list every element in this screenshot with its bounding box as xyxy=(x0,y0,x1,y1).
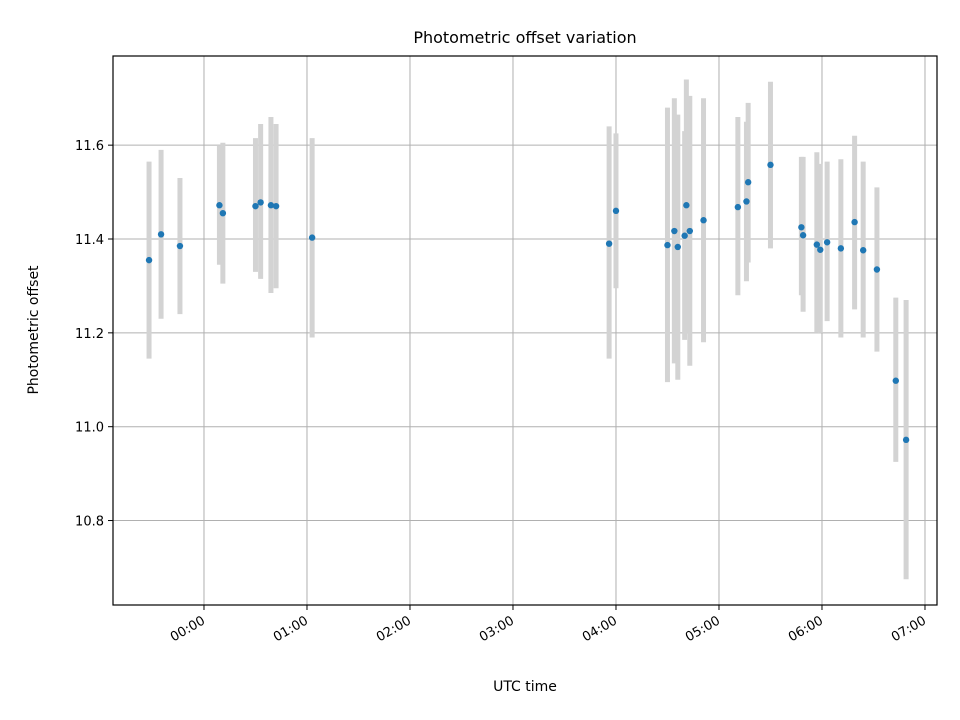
data-point xyxy=(817,246,824,253)
data-point xyxy=(902,436,910,444)
data-point xyxy=(683,202,690,209)
data-point xyxy=(308,234,316,241)
data-point xyxy=(813,241,821,248)
data-point xyxy=(219,209,227,217)
y-tick-label: 11.2 xyxy=(75,327,104,342)
data-point xyxy=(859,247,867,254)
data-point xyxy=(272,202,280,210)
data-point xyxy=(873,266,881,273)
data-point xyxy=(823,239,831,246)
data-point xyxy=(743,198,750,205)
x-tick-label: 02:00 xyxy=(374,613,414,645)
y-tick-label: 10.8 xyxy=(75,515,104,530)
x-tick-label: 07:00 xyxy=(889,613,929,645)
data-point xyxy=(686,227,693,235)
data-point xyxy=(798,224,805,231)
x-tick-label: 06:00 xyxy=(786,613,826,645)
data-point xyxy=(216,202,223,209)
data-point xyxy=(176,242,184,250)
data-point xyxy=(145,256,153,264)
data-point xyxy=(612,207,620,215)
y-tick-label: 11.4 xyxy=(75,233,104,248)
data-point xyxy=(681,232,688,239)
data-point xyxy=(734,203,742,211)
y-axis-ticks: 10.8 11.0 11.2 11.4 11.6 xyxy=(75,139,113,530)
data-point xyxy=(892,377,899,384)
data-point xyxy=(671,227,678,235)
data-point xyxy=(664,241,671,249)
data-point xyxy=(851,218,858,226)
data-point xyxy=(605,240,613,247)
data-point xyxy=(267,202,275,209)
grid xyxy=(113,56,937,605)
x-tick-label: 04:00 xyxy=(580,613,620,645)
x-axis-ticks: 00:00 01:00 02:00 03:00 04:00 05:00 06:00 07:00 xyxy=(168,605,929,645)
data-point xyxy=(837,245,845,252)
x-tick-label: 03:00 xyxy=(477,613,517,645)
data-point xyxy=(744,179,752,186)
data-point xyxy=(799,232,807,239)
x-tick-label: 00:00 xyxy=(168,613,208,645)
data-point xyxy=(674,243,681,251)
data-point xyxy=(257,199,264,206)
x-axis-label: UTC time xyxy=(493,679,557,695)
plot-frame xyxy=(112,55,938,606)
y-tick-label: 11.0 xyxy=(75,421,104,436)
data-point xyxy=(767,161,774,169)
data-point xyxy=(252,202,259,210)
x-tick-label: 01:00 xyxy=(271,613,311,645)
y-axis-label: Photometric offset xyxy=(26,265,42,395)
x-tick-label: 05:00 xyxy=(683,613,723,645)
plot-background xyxy=(113,56,937,605)
y-tick-label: 11.6 xyxy=(75,139,104,154)
chart-title: Photometric offset variation xyxy=(413,28,636,47)
data-points xyxy=(145,161,910,444)
data-point xyxy=(700,217,707,224)
data-point xyxy=(157,231,165,238)
